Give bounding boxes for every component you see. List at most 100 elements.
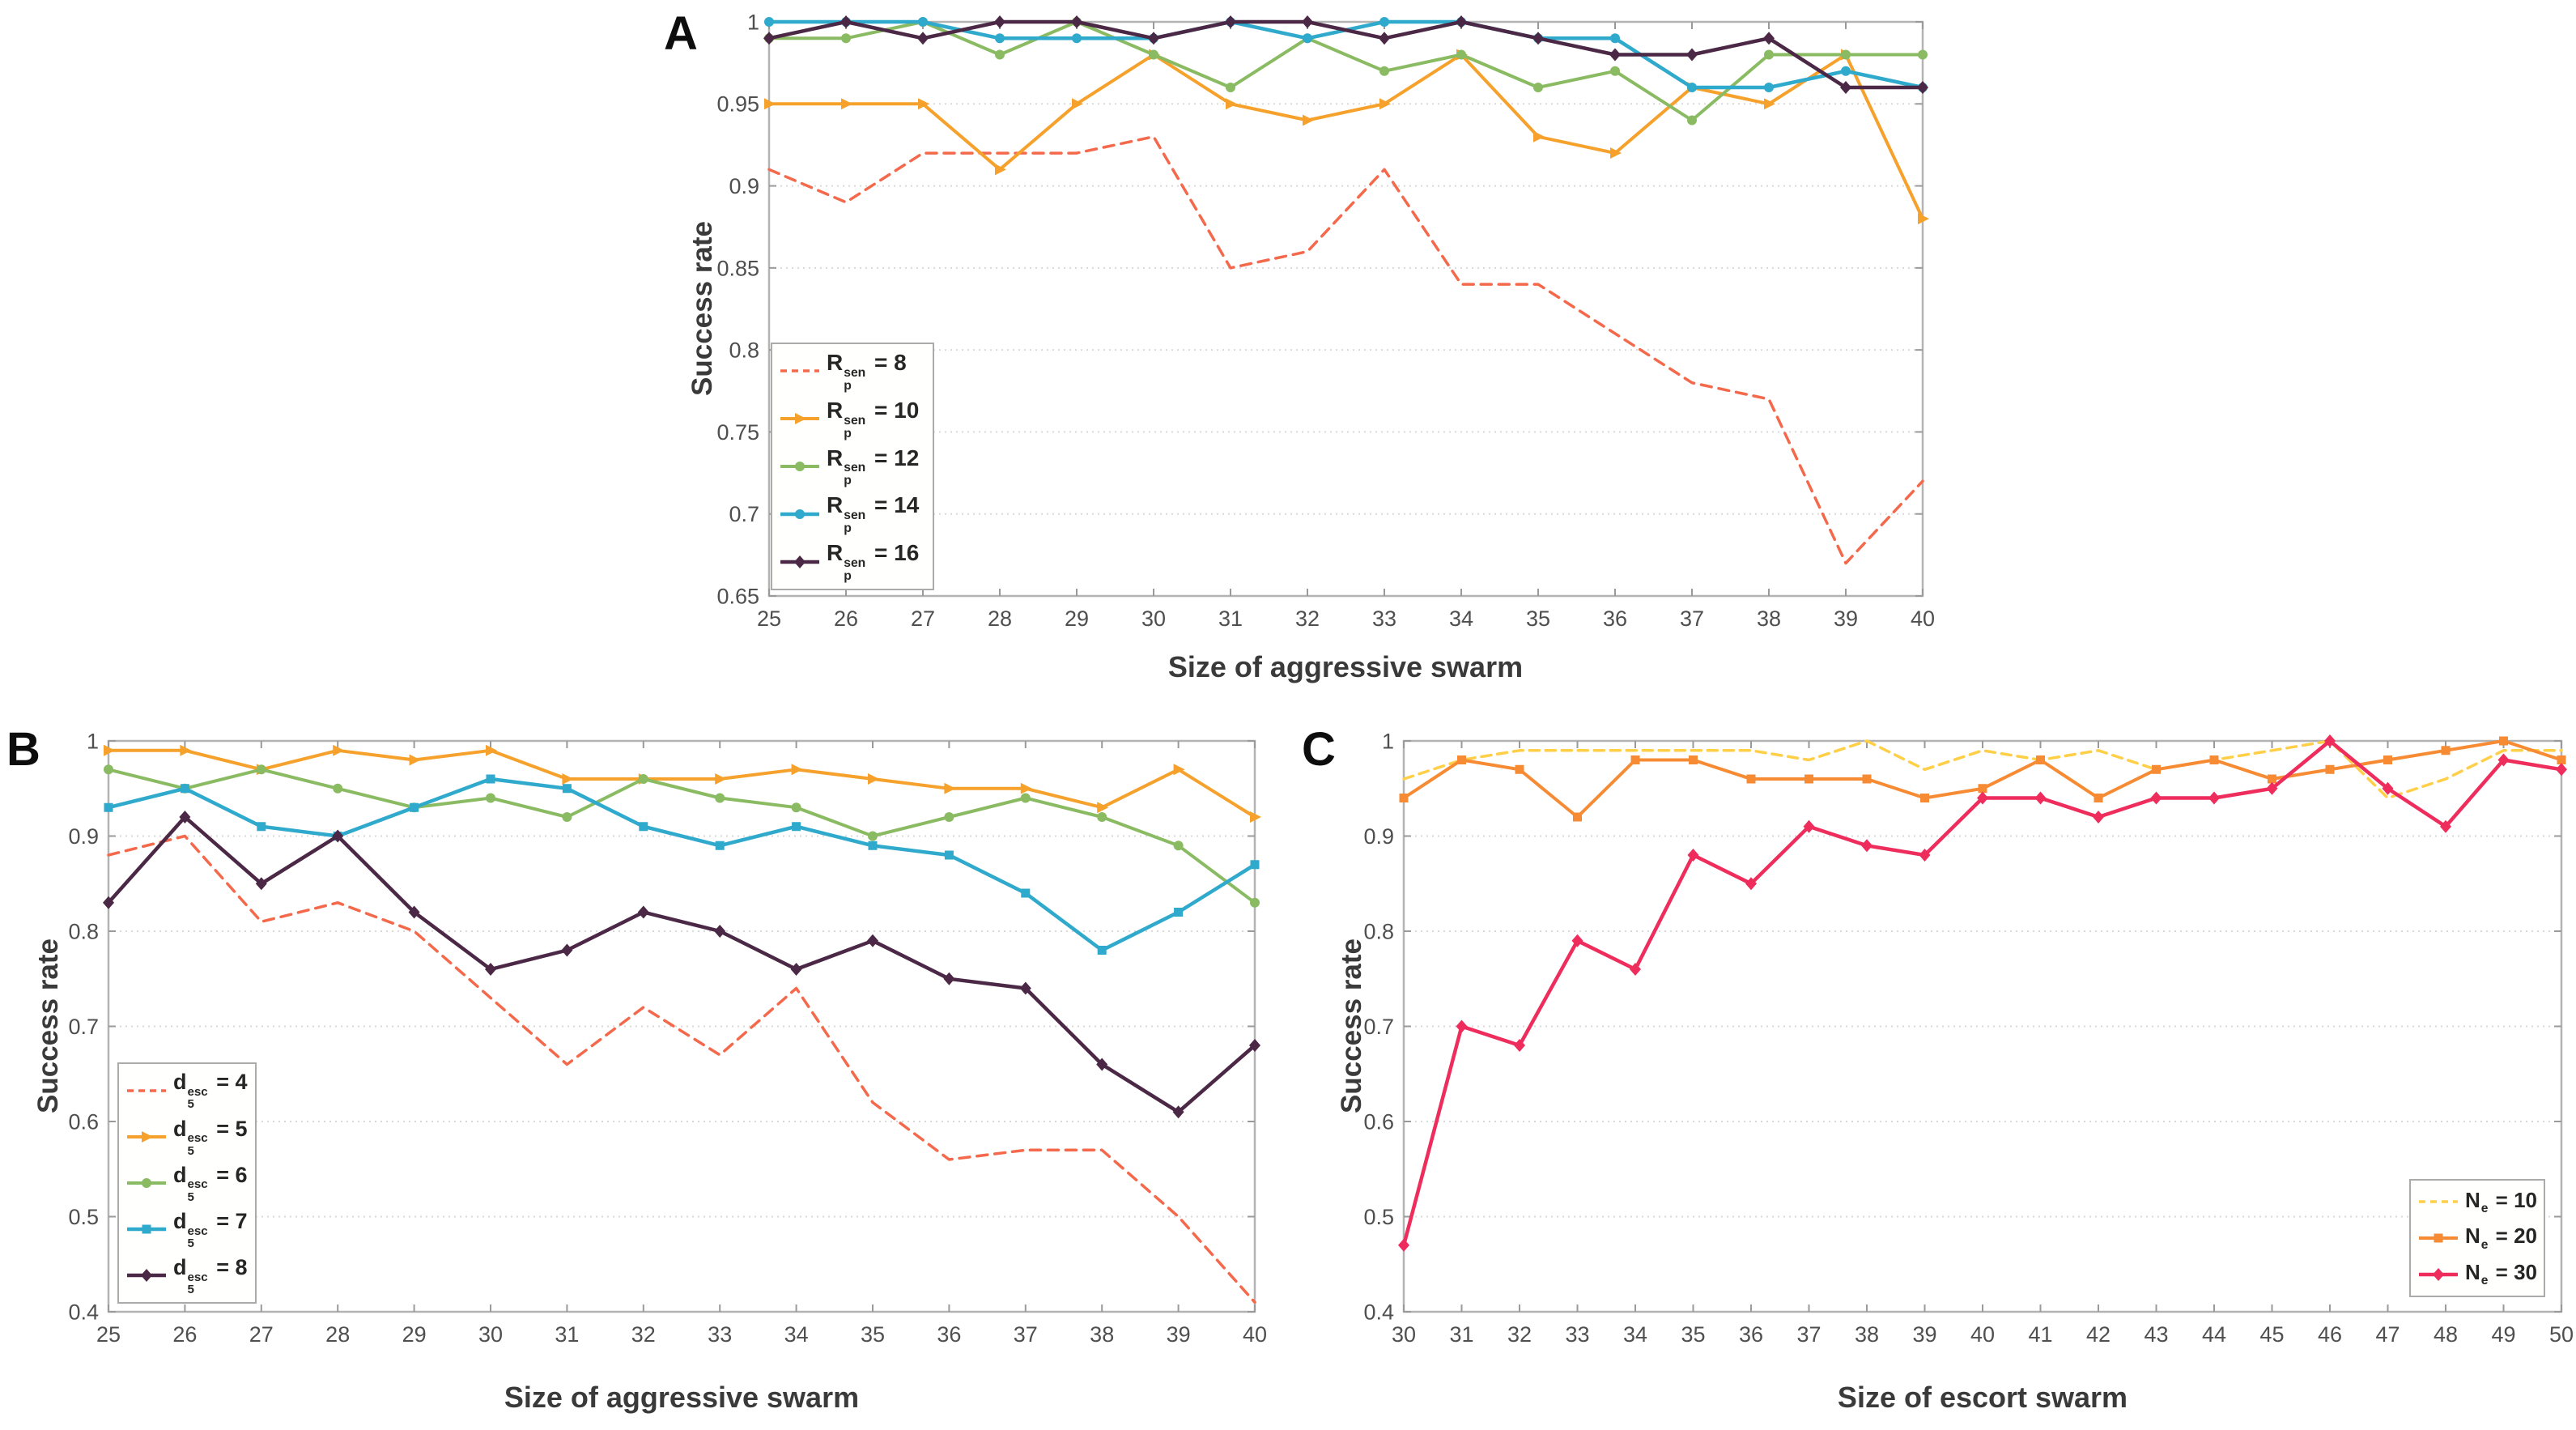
legend-line-sample-d7: [127, 1224, 166, 1234]
y-axis-title-a: Success rate: [687, 221, 718, 396]
x-tick-label: 35: [1526, 606, 1550, 631]
y-tick-label: 0.4: [68, 1300, 99, 1324]
marker-d8: [485, 963, 496, 976]
series-markers-Ne30: [1398, 734, 2567, 1252]
x-tick-label: 42: [2086, 1322, 2111, 1347]
legend-marker-d5: [142, 1130, 153, 1143]
x-tick-label: 28: [988, 606, 1012, 631]
marker-Ne20: [1862, 774, 1872, 784]
x-tick-label: 48: [2434, 1322, 2458, 1347]
marker-d5: [104, 744, 115, 756]
x-tick-label: 40: [1911, 606, 1935, 631]
marker-d6: [791, 802, 801, 813]
x-tick-label: 41: [2028, 1322, 2052, 1347]
marker-Ne30: [2150, 791, 2162, 805]
marker-Rp16: [1148, 32, 1159, 45]
x-tick-label: 44: [2202, 1322, 2226, 1347]
marker-Rp16: [1686, 48, 1698, 62]
y-axis-title-b: Success rate: [32, 938, 64, 1113]
series-markers-Ne20: [1399, 736, 2566, 822]
marker-Ne20: [1515, 764, 1524, 774]
chart-c: 30 31 32 33 34 35 36 37 38 39 40 41 42 43 44 45 46 47 48 49…: [1363, 729, 2574, 1347]
x-tick-label: 32: [631, 1322, 656, 1347]
x-tick-label: 29: [402, 1322, 427, 1347]
marker-d7: [257, 822, 266, 832]
marker-Ne20: [1978, 784, 1987, 794]
marker-Rp16: [1225, 15, 1236, 28]
marker-d7: [868, 841, 878, 850]
x-tick-label: 39: [1834, 606, 1858, 631]
marker-Ne20: [1399, 794, 1409, 802]
legend-line-sample-Rp16: [780, 555, 819, 568]
x-axis-title-b: Size of aggressive swarm: [504, 1381, 860, 1414]
marker-Ne20: [1746, 774, 1756, 784]
marker-Ne20: [2268, 774, 2276, 784]
marker-Ne20: [2499, 736, 2508, 746]
x-tick-label: 29: [1065, 606, 1089, 631]
marker-Ne30: [2382, 781, 2394, 795]
y-tick-label: 0.9: [1363, 824, 1394, 849]
marker-d7: [944, 850, 954, 860]
legend-line-sample-Rp12: [780, 461, 819, 471]
y-tick-label: 0.6: [68, 1109, 99, 1134]
marker-d6: [944, 812, 954, 822]
legend-marker-d6: [142, 1177, 151, 1188]
y-tick-label: 0.85: [716, 256, 759, 280]
y-tick-label: 0.7: [68, 1015, 99, 1039]
x-tick-label: 36: [1603, 606, 1627, 631]
marker-Ne20: [1457, 755, 1466, 764]
plot-box: [767, 20, 1924, 598]
y-tick-label: 0.7: [729, 502, 759, 526]
marker-d5: [562, 773, 574, 785]
marker-Ne30: [1803, 819, 1815, 833]
marker-d5: [1173, 764, 1185, 776]
x-tick-label: 50: [2549, 1322, 2574, 1347]
series-line-d6: [107, 768, 1256, 904]
marker-Rp14: [1072, 33, 1082, 44]
marker-d8: [1172, 1105, 1184, 1119]
marker-Rp16: [1071, 15, 1082, 28]
marker-d7: [410, 802, 419, 812]
x-tick-label: 35: [1681, 1322, 1705, 1347]
marker-Rp16: [763, 32, 775, 45]
x-tick-label: 35: [861, 1322, 885, 1347]
series-line-Ne20: [1402, 739, 2563, 819]
marker-Rp10: [1764, 98, 1775, 110]
x-tick-label: 49: [2491, 1322, 2515, 1347]
legend-line-sample-Ne30: [2419, 1267, 2458, 1281]
x-tick-label: 33: [708, 1322, 732, 1347]
marker-d6: [333, 783, 343, 794]
legend-line-sample-Rp10: [780, 413, 819, 425]
y-tick-label: 0.5: [68, 1205, 99, 1229]
marker-d7: [104, 802, 113, 812]
marker-Rp12: [1456, 49, 1466, 60]
x-tick-label: 38: [1757, 606, 1781, 631]
marker-Ne30: [2093, 811, 2104, 824]
marker-d8: [561, 943, 573, 957]
marker-Rp14: [764, 17, 774, 27]
marker-d6: [1250, 897, 1260, 908]
marker-Ne20: [2094, 794, 2103, 802]
marker-Ne30: [1919, 849, 1931, 862]
x-tick-label: 37: [1014, 1322, 1038, 1347]
marker-d7: [180, 784, 189, 794]
legend-marker-Rp12: [795, 461, 805, 471]
marker-d5: [333, 744, 345, 756]
marker-Ne30: [2034, 791, 2047, 805]
x-tick-label: 31: [555, 1322, 579, 1347]
legend-label-d8: d esc 5 = 8: [173, 1255, 248, 1297]
marker-Rp16: [1763, 32, 1775, 45]
series-line-Rp10: [767, 53, 1924, 221]
legend-line-sample-Ne10: [2419, 1200, 2458, 1204]
marker-d6: [1020, 793, 1031, 803]
legend-marker-Rp10: [795, 413, 806, 425]
marker-Rp12: [1149, 49, 1158, 60]
legend-chart-c: Ne = 10 Ne = 20 Ne = 30: [2409, 1179, 2545, 1297]
marker-Rp12: [1379, 66, 1389, 76]
marker-d8: [943, 972, 955, 985]
